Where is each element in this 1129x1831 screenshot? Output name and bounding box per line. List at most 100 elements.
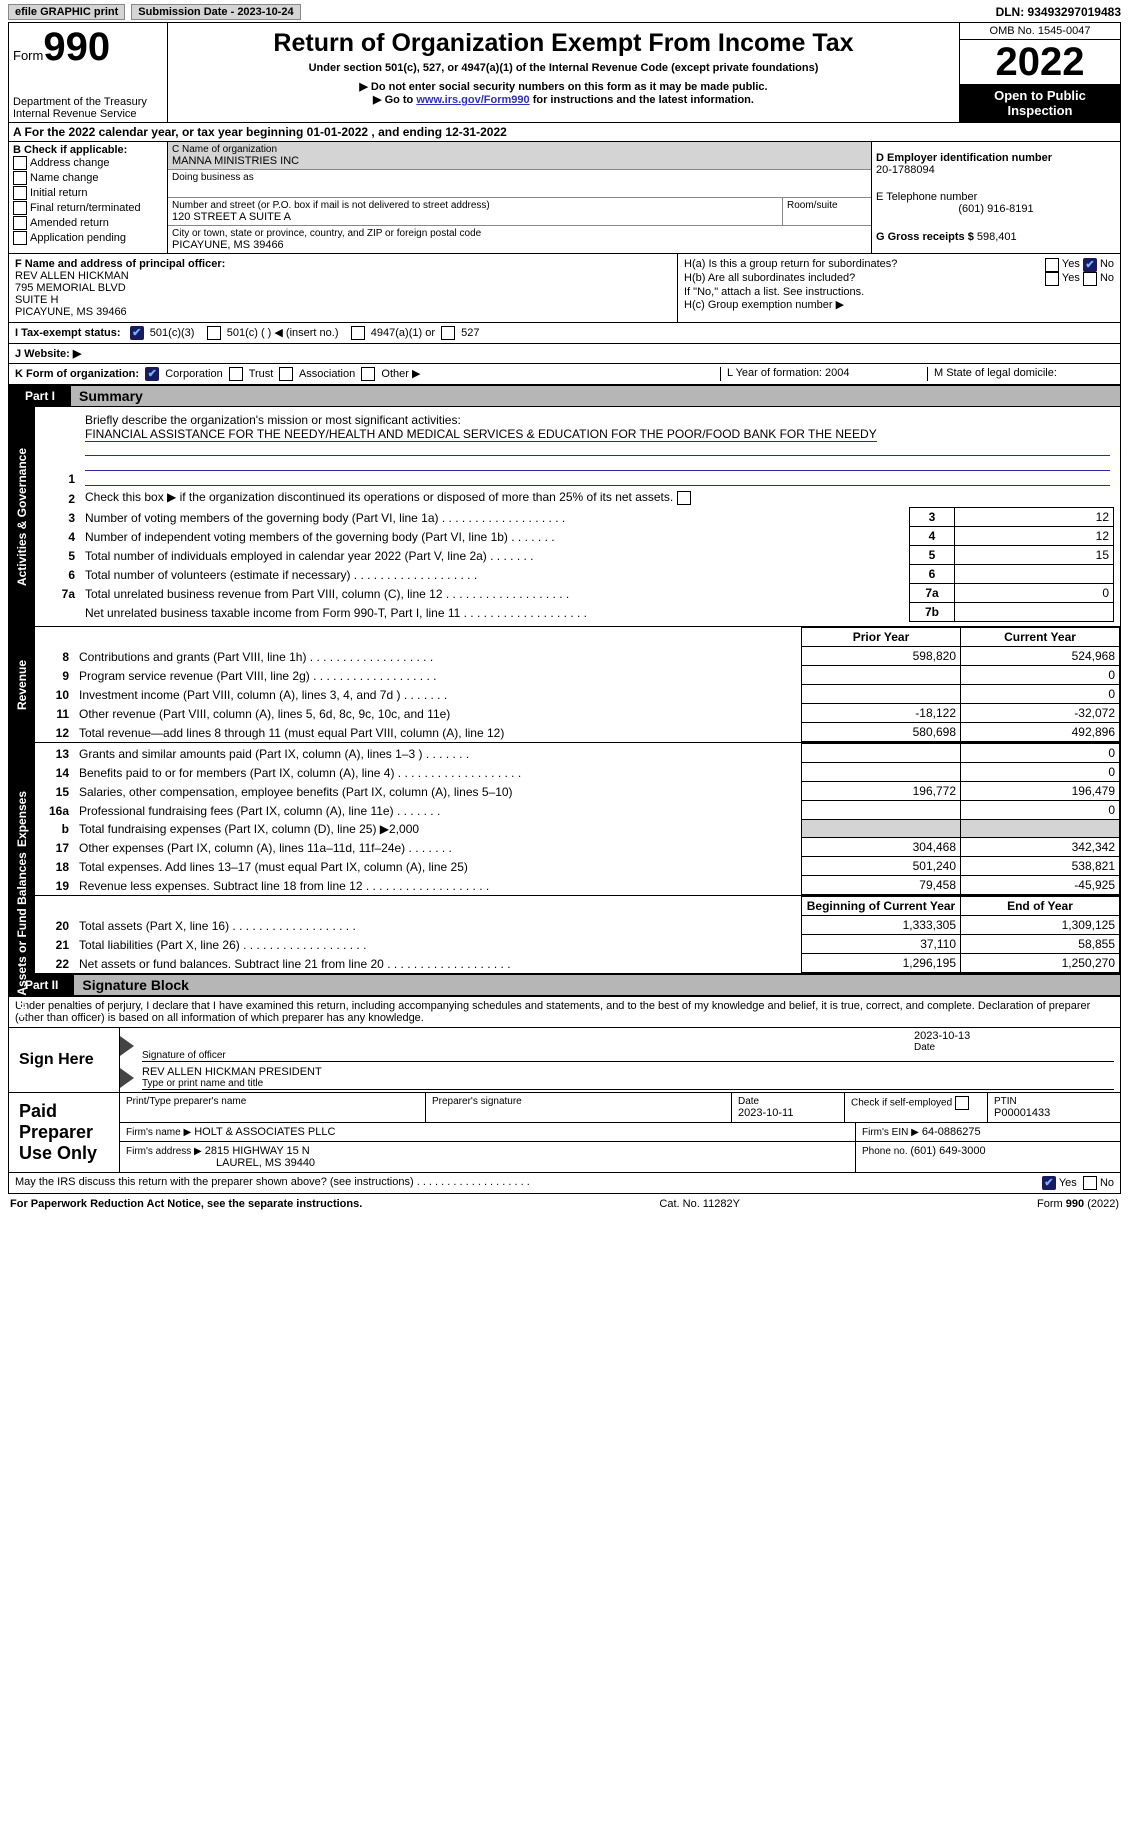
line22-label: Net assets or fund balances. Subtract li…	[75, 954, 802, 973]
footer-left: For Paperwork Reduction Act Notice, see …	[10, 1198, 362, 1210]
mission-text: FINANCIAL ASSISTANCE FOR THE NEEDY/HEALT…	[85, 427, 877, 442]
chk-name-change[interactable]	[13, 171, 27, 185]
principal-officer: F Name and address of principal officer:…	[9, 254, 677, 322]
part1-header: Part I Summary	[8, 385, 1121, 407]
line13-curr: 0	[961, 744, 1120, 763]
telephone-cell: E Telephone number (601) 916-8191	[876, 191, 1116, 215]
discuss-row: May the IRS discuss this return with the…	[9, 1172, 1120, 1193]
chk-hb-no[interactable]	[1083, 272, 1097, 286]
prep-sig-label: Preparer's signature	[432, 1096, 725, 1107]
line15-label: Salaries, other compensation, employee b…	[75, 782, 802, 801]
line17-prior: 304,468	[802, 838, 961, 857]
chk-assoc[interactable]	[279, 367, 293, 381]
officer-name: REV ALLEN HICKMAN PRESIDENT	[142, 1066, 1114, 1078]
line4-val: 12	[955, 527, 1114, 546]
line2: Check this box ▶ if the organization dis…	[81, 488, 1114, 507]
line19-label: Revenue less expenses. Subtract line 18 …	[75, 876, 802, 895]
line13-prior	[802, 744, 961, 763]
prep-name-label: Print/Type preparer's name	[126, 1096, 419, 1107]
section-bcd: B Check if applicable: Address change Na…	[8, 142, 1121, 254]
line14-label: Benefits paid to or for members (Part IX…	[75, 763, 802, 782]
page-footer: For Paperwork Reduction Act Notice, see …	[8, 1194, 1121, 1214]
section-fh: F Name and address of principal officer:…	[8, 254, 1121, 323]
chk-application-pending[interactable]	[13, 231, 27, 245]
submission-date-button[interactable]: Submission Date - 2023-10-24	[131, 4, 300, 20]
chk-discuss-no[interactable]	[1083, 1176, 1097, 1190]
chk-ha-yes[interactable]	[1045, 258, 1059, 272]
line13-label: Grants and similar amounts paid (Part IX…	[75, 744, 802, 763]
line16a-label: Professional fundraising fees (Part IX, …	[75, 801, 802, 820]
open-to-public: Open to Public Inspection	[960, 84, 1120, 122]
line9-prior	[802, 666, 961, 685]
firm-name-label: Firm's name ▶	[126, 1127, 191, 1138]
footer-right: Form 990 (2022)	[1037, 1198, 1119, 1210]
chk-4947[interactable]	[351, 326, 365, 340]
city-cell: City or town, state or province, country…	[168, 226, 871, 253]
line19-curr: -45,925	[961, 876, 1120, 895]
line16b-curr	[961, 820, 1120, 838]
prep-date: 2023-10-11	[738, 1107, 838, 1119]
chk-527[interactable]	[441, 326, 455, 340]
type-print-label: Type or print name and title	[142, 1078, 1114, 1089]
chk-trust[interactable]	[229, 367, 243, 381]
phone: (601) 649-3000	[910, 1145, 985, 1157]
vbar-governance: Activities & Governance	[15, 448, 29, 586]
sig-date: 2023-10-13	[914, 1030, 1114, 1042]
line15-prior: 196,772	[802, 782, 961, 801]
line20-label: Total assets (Part X, line 16)	[75, 916, 802, 935]
chk-501c3[interactable]: ✔	[130, 326, 144, 340]
efile-print-button[interactable]: efile GRAPHIC print	[8, 4, 125, 20]
group-return-block: H(a) Is this a group return for subordin…	[677, 254, 1120, 322]
current-year-hdr: Current Year	[961, 628, 1120, 647]
line12-label: Total revenue—add lines 8 through 11 (mu…	[75, 723, 802, 742]
irs-link[interactable]: www.irs.gov/Form990	[416, 94, 529, 106]
signature-block: Under penalties of perjury, I declare th…	[8, 996, 1121, 1194]
chk-address-change[interactable]	[13, 156, 27, 170]
chk-other[interactable]	[361, 367, 375, 381]
line8-prior: 598,820	[802, 647, 961, 666]
line16a-curr: 0	[961, 801, 1120, 820]
line8-curr: 524,968	[961, 647, 1120, 666]
section-expenses: Expenses 13Grants and similar amounts pa…	[8, 743, 1121, 896]
line15-curr: 196,479	[961, 782, 1120, 801]
phone-label: Phone no.	[862, 1146, 910, 1157]
line8-label: Contributions and grants (Part VIII, lin…	[75, 647, 802, 666]
chk-initial-return[interactable]	[13, 186, 27, 200]
line17-curr: 342,342	[961, 838, 1120, 857]
chk-amended-return[interactable]	[13, 216, 27, 230]
chk-501c[interactable]	[207, 326, 221, 340]
firm-addr-label: Firm's address ▶	[126, 1146, 202, 1157]
chevron-icon	[120, 1036, 134, 1056]
line20-end: 1,309,125	[961, 916, 1120, 935]
line10-curr: 0	[961, 685, 1120, 704]
state-domicile: M State of legal domicile:	[927, 367, 1114, 381]
chk-hb-yes[interactable]	[1045, 272, 1059, 286]
section-net-assets: Net Assets or Fund Balances Beginning of…	[8, 896, 1121, 974]
paid-preparer-label: Paid Preparer Use Only	[9, 1093, 119, 1172]
row-klm: K Form of organization: ✔ Corporation Tr…	[8, 364, 1121, 385]
ptin-label: PTIN	[994, 1096, 1114, 1107]
vbar-net: Net Assets or Fund Balances	[15, 852, 29, 1018]
line17-label: Other expenses (Part IX, column (A), lin…	[75, 838, 802, 857]
chk-corp[interactable]: ✔	[145, 367, 159, 381]
section-governance: Activities & Governance 1 Briefly descri…	[8, 407, 1121, 627]
line4-label: Number of independent voting members of …	[81, 527, 910, 546]
ein-cell: D Employer identification number 20-1788…	[876, 152, 1116, 176]
line10-prior	[802, 685, 961, 704]
dln-label: DLN: 93493297019483	[996, 5, 1121, 19]
line7b-val	[955, 603, 1114, 622]
row-a-tax-year: A For the 2022 calendar year, or tax yea…	[8, 123, 1121, 142]
line22-beg: 1,296,195	[802, 954, 961, 973]
chk-final-return[interactable]	[13, 201, 27, 215]
chk-self-employed[interactable]	[955, 1096, 969, 1110]
chk-discontinued[interactable]	[677, 491, 691, 505]
line7a-label: Total unrelated business revenue from Pa…	[81, 584, 910, 603]
street-cell: Number and street (or P.O. box if mail i…	[168, 198, 783, 225]
line11-curr: -32,072	[961, 704, 1120, 723]
line21-end: 58,855	[961, 935, 1120, 954]
line16a-prior	[802, 801, 961, 820]
chk-ha-no[interactable]: ✔	[1083, 258, 1097, 272]
chk-discuss-yes[interactable]: ✔	[1042, 1176, 1056, 1190]
sign-here-label: Sign Here	[9, 1028, 119, 1092]
form-subtitle: Under section 501(c), 527, or 4947(a)(1)…	[174, 62, 953, 74]
